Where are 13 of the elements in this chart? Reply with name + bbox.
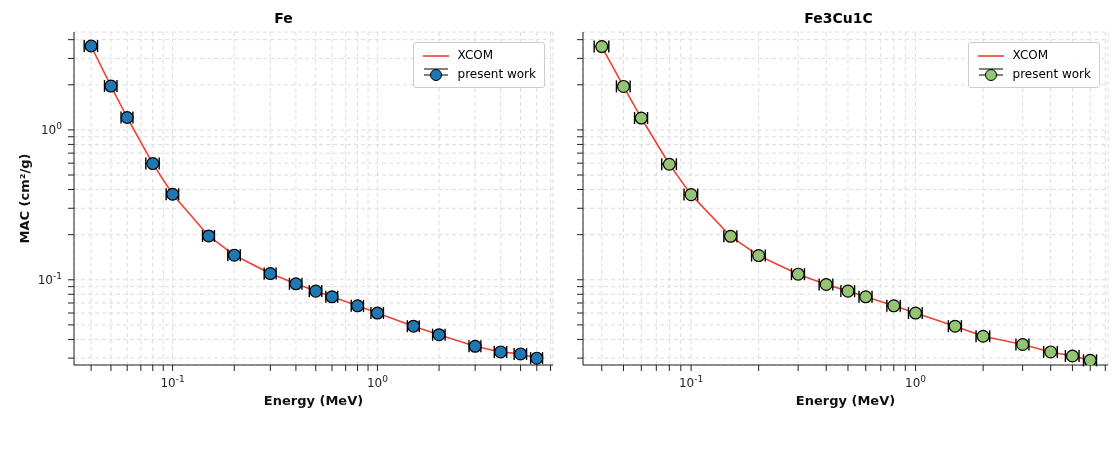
x-tick-label: 10$^{0}$ <box>366 374 389 390</box>
legend-label: present work <box>1012 66 1091 83</box>
x-tick-label: 10$^{-1}$ <box>678 374 704 390</box>
x-axis-title: Energy (MeV) <box>795 393 896 408</box>
x-tick-label: 10$^{-1}$ <box>160 374 185 390</box>
legend-label: present work <box>457 66 536 83</box>
x-axis-title: Energy (MeV) <box>263 393 364 408</box>
chart-title: Fe3Cu1C <box>803 10 874 26</box>
legend-label: XCOM <box>457 47 494 64</box>
x-tick-label: 10$^{0}$ <box>905 374 927 390</box>
y-axis-title: MAC (cm²/g) <box>16 153 32 244</box>
chart-title: Fe <box>273 10 294 26</box>
legend-label: XCOM <box>1012 47 1049 64</box>
